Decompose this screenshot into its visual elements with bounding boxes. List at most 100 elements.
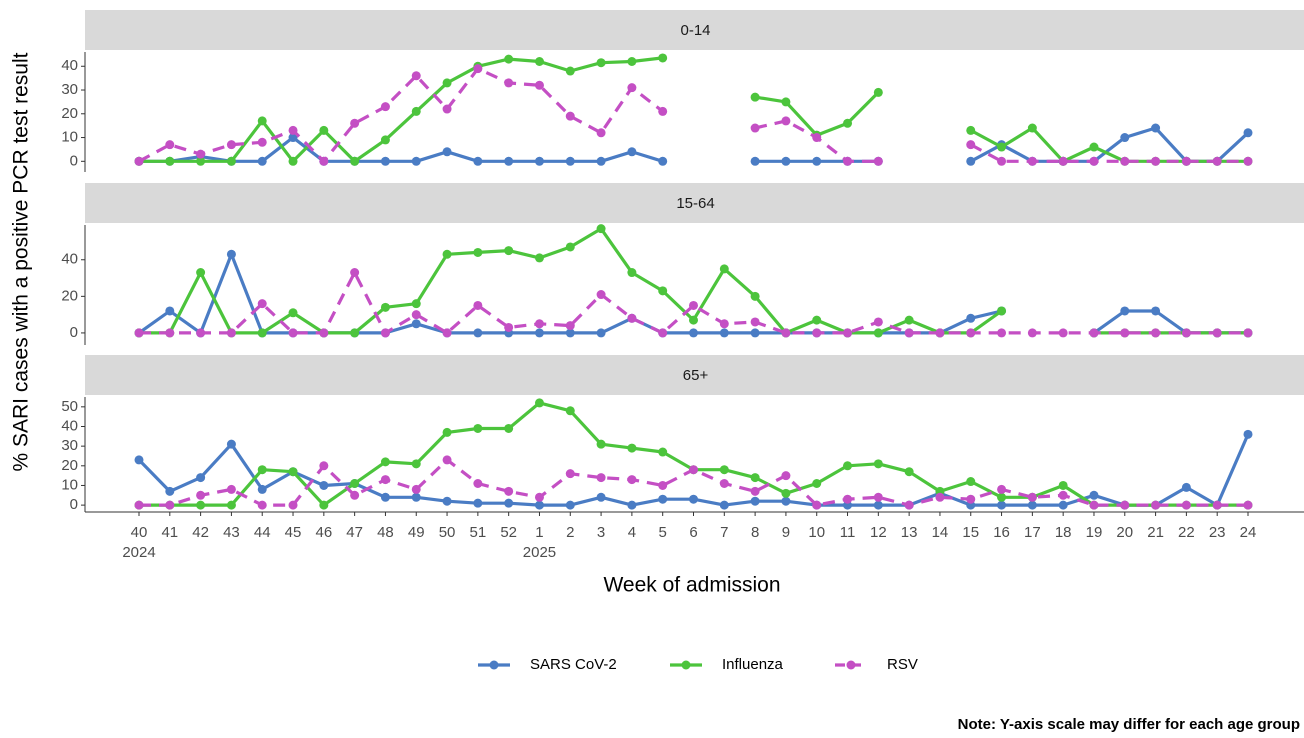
point (411, 319, 421, 329)
point (997, 142, 1007, 152)
point (257, 137, 267, 147)
point (750, 92, 760, 102)
point (257, 328, 267, 338)
y-tick-label: 0 (70, 324, 78, 341)
point (596, 439, 606, 449)
point (534, 500, 544, 510)
point (165, 140, 175, 150)
point (689, 315, 698, 325)
point (380, 475, 390, 485)
point (350, 328, 360, 338)
point (750, 123, 760, 133)
point (1058, 156, 1068, 166)
point (812, 315, 822, 325)
point (1181, 156, 1191, 166)
point (319, 156, 329, 166)
point (1027, 328, 1037, 338)
x-tick-label: 6 (689, 524, 697, 541)
point (165, 486, 175, 496)
point (627, 313, 637, 323)
point (442, 496, 452, 506)
point (750, 473, 760, 483)
point (750, 486, 760, 496)
point (781, 156, 791, 166)
point (719, 465, 729, 475)
point (226, 439, 236, 449)
point (196, 156, 206, 166)
note: Note: Y-axis scale may differ for each a… (958, 716, 1300, 733)
x-axis-title: Week of admission (603, 574, 780, 597)
point (719, 500, 729, 510)
point (534, 398, 544, 408)
point (596, 473, 606, 483)
point (596, 290, 606, 300)
point (411, 106, 421, 116)
x-tick-label: 41 (161, 524, 178, 541)
legend-dot (489, 660, 499, 670)
point (843, 156, 853, 166)
point (411, 156, 421, 166)
point (1027, 156, 1037, 166)
point (1151, 156, 1161, 166)
point (1089, 490, 1099, 500)
point (1120, 500, 1130, 510)
point (473, 498, 483, 508)
point (504, 78, 514, 88)
y-tick-label: 20 (61, 287, 78, 304)
point (1027, 500, 1037, 510)
point (873, 492, 883, 502)
point (596, 328, 606, 338)
point (473, 478, 483, 488)
x-tick-label: 48 (377, 524, 394, 541)
point (319, 328, 329, 338)
x-tick-label: 47 (346, 524, 363, 541)
point (843, 328, 853, 338)
point (596, 128, 606, 138)
point (904, 315, 914, 325)
point (627, 147, 637, 157)
point (196, 500, 206, 510)
point (781, 328, 791, 338)
series-line (139, 401, 1248, 507)
point (288, 133, 298, 143)
point (812, 328, 822, 338)
x-tick-label: 46 (315, 524, 332, 541)
point (719, 264, 729, 274)
point (904, 328, 914, 338)
point (781, 97, 791, 107)
point (596, 156, 606, 166)
y-tick-label: 20 (61, 457, 78, 474)
panel-title: 0-14 (680, 22, 710, 39)
point (473, 423, 483, 433)
point (1243, 500, 1253, 510)
point (1089, 156, 1099, 166)
y-tick-label: 50 (61, 398, 78, 415)
point (658, 447, 668, 457)
point (504, 423, 514, 433)
legend-label: RSV (887, 656, 918, 673)
point (1151, 328, 1161, 338)
point (226, 249, 236, 259)
point (873, 500, 883, 510)
point (350, 490, 360, 500)
strip (85, 183, 1304, 223)
point (565, 156, 575, 166)
point (319, 461, 329, 471)
x-tick-label: 5 (659, 524, 667, 541)
x-tick-label: 50 (439, 524, 456, 541)
point (565, 111, 575, 121)
point (1243, 128, 1253, 138)
x-tick-label: 2 (566, 524, 574, 541)
point (473, 64, 483, 74)
point (873, 317, 883, 327)
point (226, 500, 236, 510)
y-tick-label: 0 (70, 152, 78, 169)
x-tick-label: 1 (535, 524, 543, 541)
x-tick-label: 8 (751, 524, 759, 541)
point (411, 492, 421, 502)
point (319, 125, 329, 135)
point (196, 149, 206, 159)
point (781, 488, 791, 498)
point (997, 156, 1007, 166)
y-tick-label: 40 (61, 251, 78, 268)
